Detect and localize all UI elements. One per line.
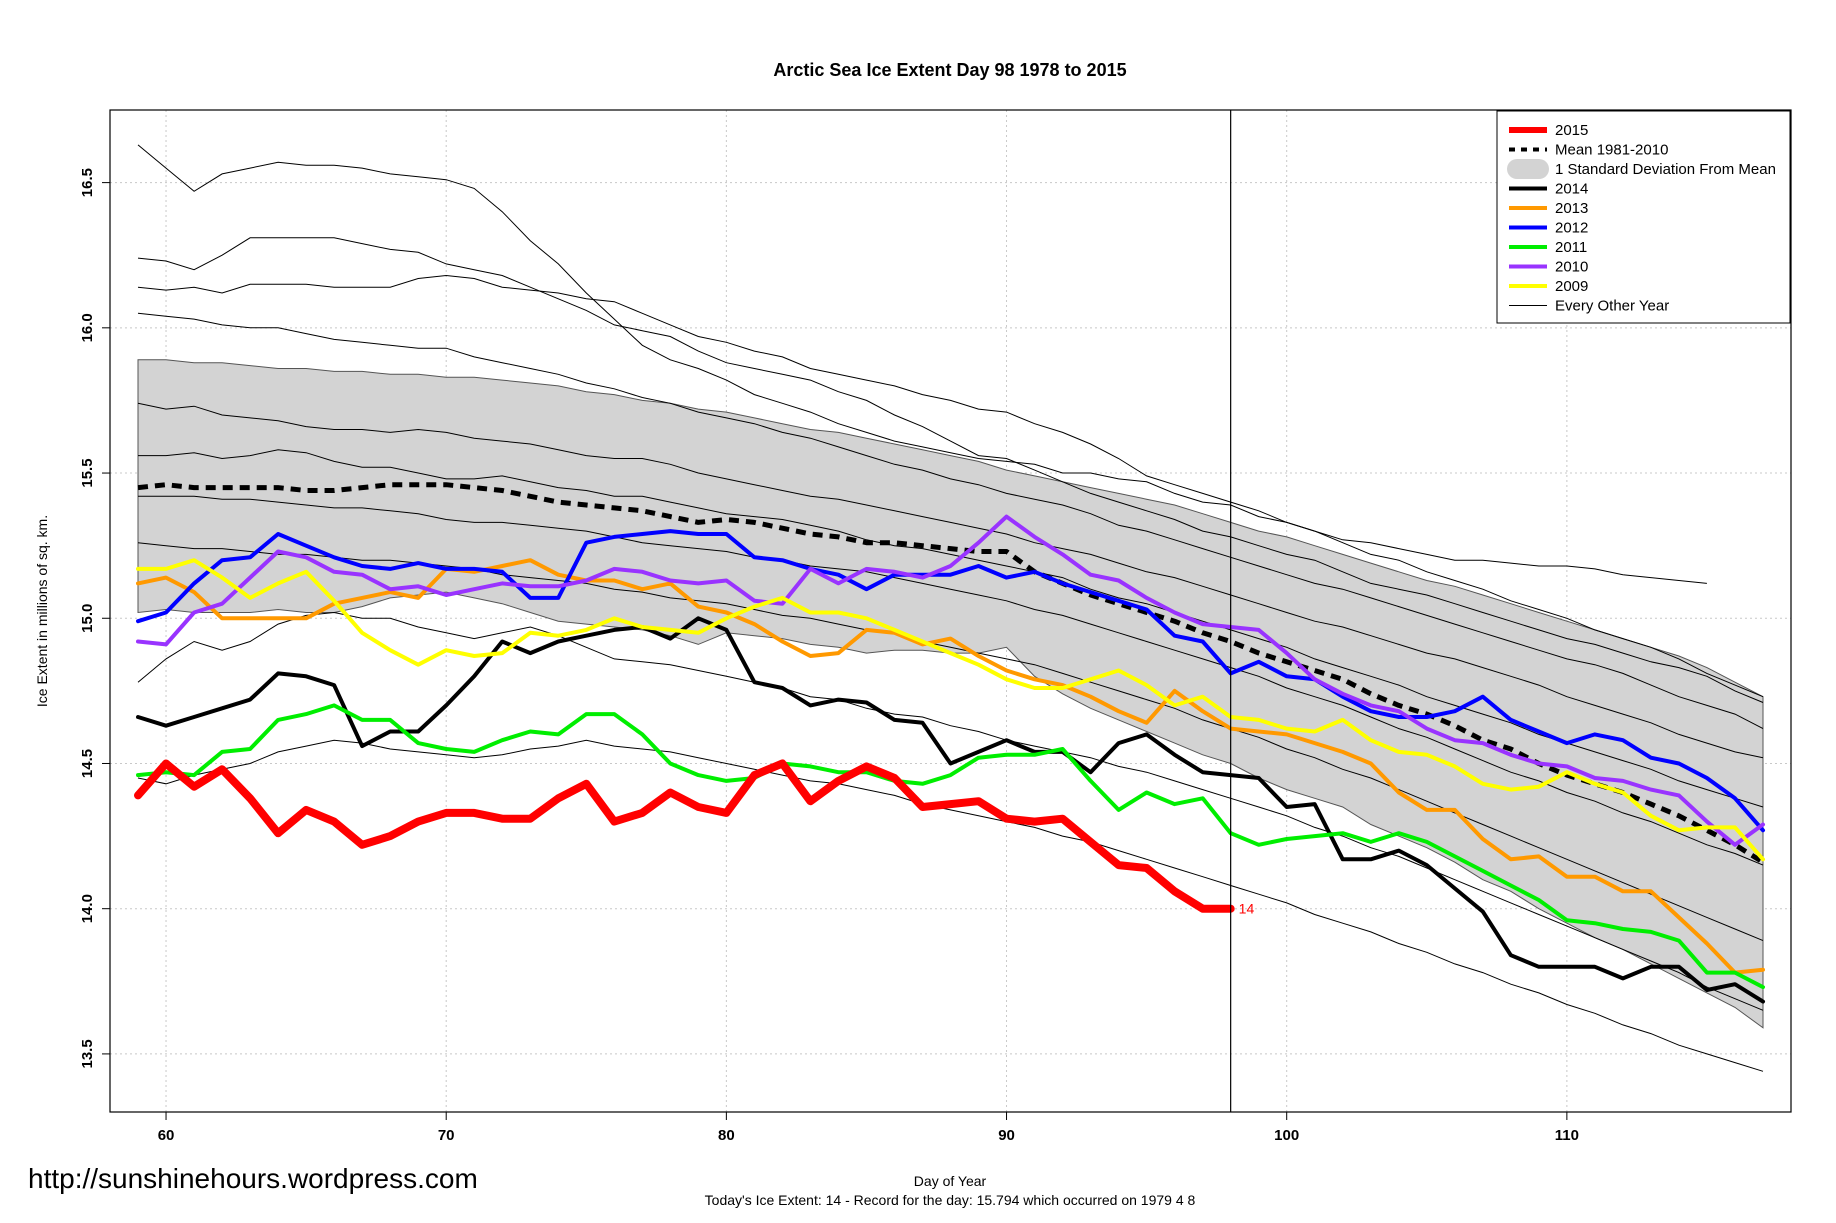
x-tick-label: 100 <box>1274 1127 1299 1144</box>
y-tick-label: 15.0 <box>79 604 96 633</box>
x-tick-label: 90 <box>998 1127 1015 1144</box>
legend-label-2012: 2012 <box>1555 220 1588 237</box>
other-year-line <box>138 495 1764 866</box>
current-value-label: 14 <box>1239 901 1255 917</box>
y-tick-label: 15.5 <box>79 458 96 487</box>
other-year-line <box>137 237 1764 703</box>
other-year-line <box>137 611 1764 1011</box>
plot-frame <box>109 109 1792 1113</box>
other-years-lines <box>137 144 1764 1072</box>
series-line-2014 <box>136 616 1765 1004</box>
chart-title: Arctic Sea Ice Extent Day 98 1978 to 201… <box>773 60 1126 80</box>
other-year-line <box>137 739 1764 1072</box>
highlighted-series <box>134 482 1765 1004</box>
y-tick-label: 16.5 <box>79 168 96 197</box>
other-year-line <box>137 402 1764 759</box>
x-tick-label: 80 <box>718 1127 735 1144</box>
series-line-2009 <box>136 558 1765 862</box>
y-tick-label: 13.5 <box>79 1039 96 1068</box>
series-line-2012 <box>136 529 1765 833</box>
y-tick-label: 16.0 <box>79 313 96 342</box>
legend-label-1-standard-deviation-from-mean: 1 Standard Deviation From Mean <box>1555 161 1776 178</box>
x-axis-label: Day of Year <box>914 1173 987 1189</box>
legend-label-2009: 2009 <box>1555 278 1588 295</box>
x-tick-label: 110 <box>1555 1127 1579 1144</box>
series-line-2011 <box>136 703 1765 990</box>
legend-label-every-other-year: Every Other Year <box>1555 298 1669 315</box>
y-tick-label: 14.0 <box>79 894 96 923</box>
other-year-line <box>138 449 1764 808</box>
legend: 2015 Mean 1981-2010 1 Standard Deviation F… <box>1496 110 1791 324</box>
series-line-2013 <box>136 558 1765 975</box>
x-axis: 60 70 80 90 100 110 <box>158 1112 1579 1144</box>
other-year-line <box>137 542 1764 942</box>
series-line-2010 <box>136 514 1765 847</box>
legend-label-mean-1981-2010: Mean 1981-2010 <box>1555 142 1668 159</box>
footer-caption: Today's Ice Extent: 14 - Record for the … <box>705 1192 1196 1208</box>
x-tick-label: 60 <box>158 1127 175 1144</box>
y-axis: 13.5 14.0 14.5 15.0 15.5 16.0 16.5 <box>79 168 110 1069</box>
other-year-line <box>137 144 1707 584</box>
x-tick-label: 70 <box>438 1127 455 1144</box>
legend-label-2011: 2011 <box>1555 239 1587 256</box>
series-line-mean-1981-2010 <box>137 482 1765 865</box>
legend-label-2015: 2015 <box>1555 122 1588 139</box>
other-year-line <box>137 274 1764 698</box>
watermark-url: http://sunshinehours.wordpress.com <box>28 1163 478 1194</box>
legend-swatch-1-standard-deviation-from-mean <box>1507 159 1549 179</box>
y-tick-label: 14.5 <box>79 749 96 778</box>
legend-label-2010: 2010 <box>1555 259 1588 276</box>
y-axis-label: Ice Extent in millions of sq. km. <box>34 515 50 707</box>
series-line-2015 <box>134 759 1235 913</box>
other-year-line <box>137 312 1764 730</box>
legend-label-2013: 2013 <box>1555 200 1588 217</box>
legend-label-2014: 2014 <box>1555 181 1588 198</box>
